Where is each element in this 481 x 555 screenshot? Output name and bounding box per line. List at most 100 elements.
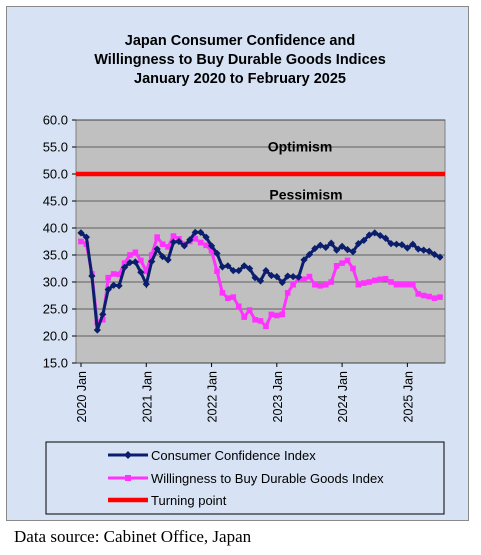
data-point-willingness <box>252 317 258 323</box>
data-point-consumer-confidence <box>289 273 297 281</box>
data-point-consumer-confidence <box>104 285 112 294</box>
data-point-consumer-confidence <box>93 326 101 334</box>
data-point-consumer-confidence <box>436 253 444 261</box>
data-point-willingness <box>393 281 400 288</box>
data-point-willingness <box>197 239 204 246</box>
data-point-willingness <box>333 263 340 269</box>
data-point-consumer-confidence <box>240 262 248 270</box>
data-point-willingness <box>382 275 389 282</box>
data-point-willingness <box>78 238 84 245</box>
data-point-willingness <box>344 257 351 264</box>
y-tick-label: 30.0 <box>43 275 68 290</box>
data-point-consumer-confidence <box>218 263 227 271</box>
data-point-consumer-confidence <box>382 234 390 242</box>
x-tick-label: 2023 Jan <box>271 371 285 422</box>
data-point-willingness <box>208 247 215 254</box>
data-point-willingness <box>415 291 422 297</box>
data-point-consumer-confidence <box>191 228 199 236</box>
annotation-optimism: Optimism <box>268 138 333 154</box>
data-point-willingness <box>165 244 171 250</box>
data-point-willingness <box>99 317 106 323</box>
data-point-consumer-confidence <box>371 229 379 237</box>
data-point-consumer-confidence <box>246 264 254 273</box>
data-point-consumer-confidence <box>349 248 357 256</box>
data-point-willingness <box>138 257 144 264</box>
data-point-willingness <box>121 260 128 266</box>
y-tick-label: 15.0 <box>43 356 68 371</box>
x-tick-label: 2025 Jan <box>401 371 415 422</box>
data-point-consumer-confidence <box>197 228 205 236</box>
legend-label-turning-point: Turning point <box>151 493 227 508</box>
data-point-consumer-confidence <box>235 267 243 275</box>
data-point-willingness <box>263 323 269 330</box>
data-point-willingness <box>312 281 318 288</box>
data-point-willingness <box>404 281 411 288</box>
data-point-willingness <box>116 271 122 278</box>
data-point-willingness <box>148 252 155 258</box>
data-point-consumer-confidence <box>267 271 275 280</box>
data-point-willingness <box>317 282 324 289</box>
data-point-willingness <box>192 236 199 242</box>
y-tick-label: 20.0 <box>43 329 68 344</box>
data-point-consumer-confidence <box>403 244 411 252</box>
y-tick-label: 35.0 <box>43 248 68 263</box>
data-point-consumer-confidence <box>137 268 145 276</box>
y-tick-label: 55.0 <box>43 140 68 155</box>
data-point-consumer-confidence <box>398 241 406 249</box>
data-point-consumer-confidence <box>387 240 395 248</box>
data-point-consumer-confidence <box>175 237 183 246</box>
chart-title-line-1: Japan Consumer Confidence and <box>125 33 355 49</box>
data-point-willingness <box>257 318 264 324</box>
data-point-consumer-confidence <box>99 310 107 318</box>
data-point-consumer-confidence <box>131 258 139 266</box>
data-point-consumer-confidence <box>414 245 422 253</box>
data-point-consumer-confidence <box>180 242 188 250</box>
data-point-consumer-confidence <box>284 272 292 280</box>
data-point-willingness <box>235 303 242 310</box>
x-tick-label: 2020 Jan <box>75 371 89 422</box>
data-point-consumer-confidence <box>376 231 384 240</box>
data-source-note: Data source: Cabinet Office, Japan <box>14 527 252 546</box>
data-point-consumer-confidence <box>251 274 259 282</box>
data-point-consumer-confidence <box>88 272 96 280</box>
data-point-consumer-confidence <box>333 246 341 254</box>
y-tick-label: 50.0 <box>43 167 68 182</box>
data-point-consumer-confidence <box>148 257 156 266</box>
data-point-willingness <box>388 279 394 285</box>
data-point-consumer-confidence <box>82 233 91 241</box>
data-point-consumer-confidence <box>409 240 417 248</box>
data-point-consumer-confidence <box>327 239 335 247</box>
data-point-willingness <box>399 281 405 288</box>
data-point-consumer-confidence <box>153 245 161 253</box>
data-point-consumer-confidence <box>322 243 330 252</box>
data-point-willingness <box>410 281 416 288</box>
data-point-consumer-confidence <box>305 250 314 259</box>
data-point-consumer-confidence <box>420 246 428 254</box>
data-point-willingness <box>241 314 247 320</box>
data-point-consumer-confidence <box>207 242 216 250</box>
y-tick-label: 60.0 <box>43 113 68 128</box>
data-point-willingness <box>268 311 275 318</box>
y-tick-label: 40.0 <box>43 221 68 236</box>
data-point-consumer-confidence <box>262 267 270 275</box>
data-point-willingness <box>437 294 443 300</box>
data-point-consumer-confidence <box>316 241 324 249</box>
data-point-consumer-confidence <box>77 229 85 237</box>
data-point-consumer-confidence <box>229 267 237 275</box>
data-point-consumer-confidence <box>126 258 134 267</box>
data-point-consumer-confidence <box>294 273 303 281</box>
data-point-consumer-confidence <box>338 242 346 250</box>
data-point-consumer-confidence <box>158 253 167 261</box>
data-point-willingness <box>110 271 117 277</box>
data-point-consumer-confidence <box>273 273 281 281</box>
data-point-consumer-confidence <box>278 278 286 287</box>
data-point-consumer-confidence <box>110 281 118 289</box>
data-point-consumer-confidence <box>115 282 123 290</box>
data-point-consumer-confidence <box>224 262 232 270</box>
data-point-willingness <box>328 279 335 285</box>
chart-title-line-2: Willingness to Buy Durable Goods Indices <box>94 52 386 68</box>
legend-label-willingness: Willingness to Buy Durable Goods Index <box>151 471 384 486</box>
data-point-consumer-confidence <box>164 256 172 264</box>
data-point-consumer-confidence <box>202 233 210 241</box>
